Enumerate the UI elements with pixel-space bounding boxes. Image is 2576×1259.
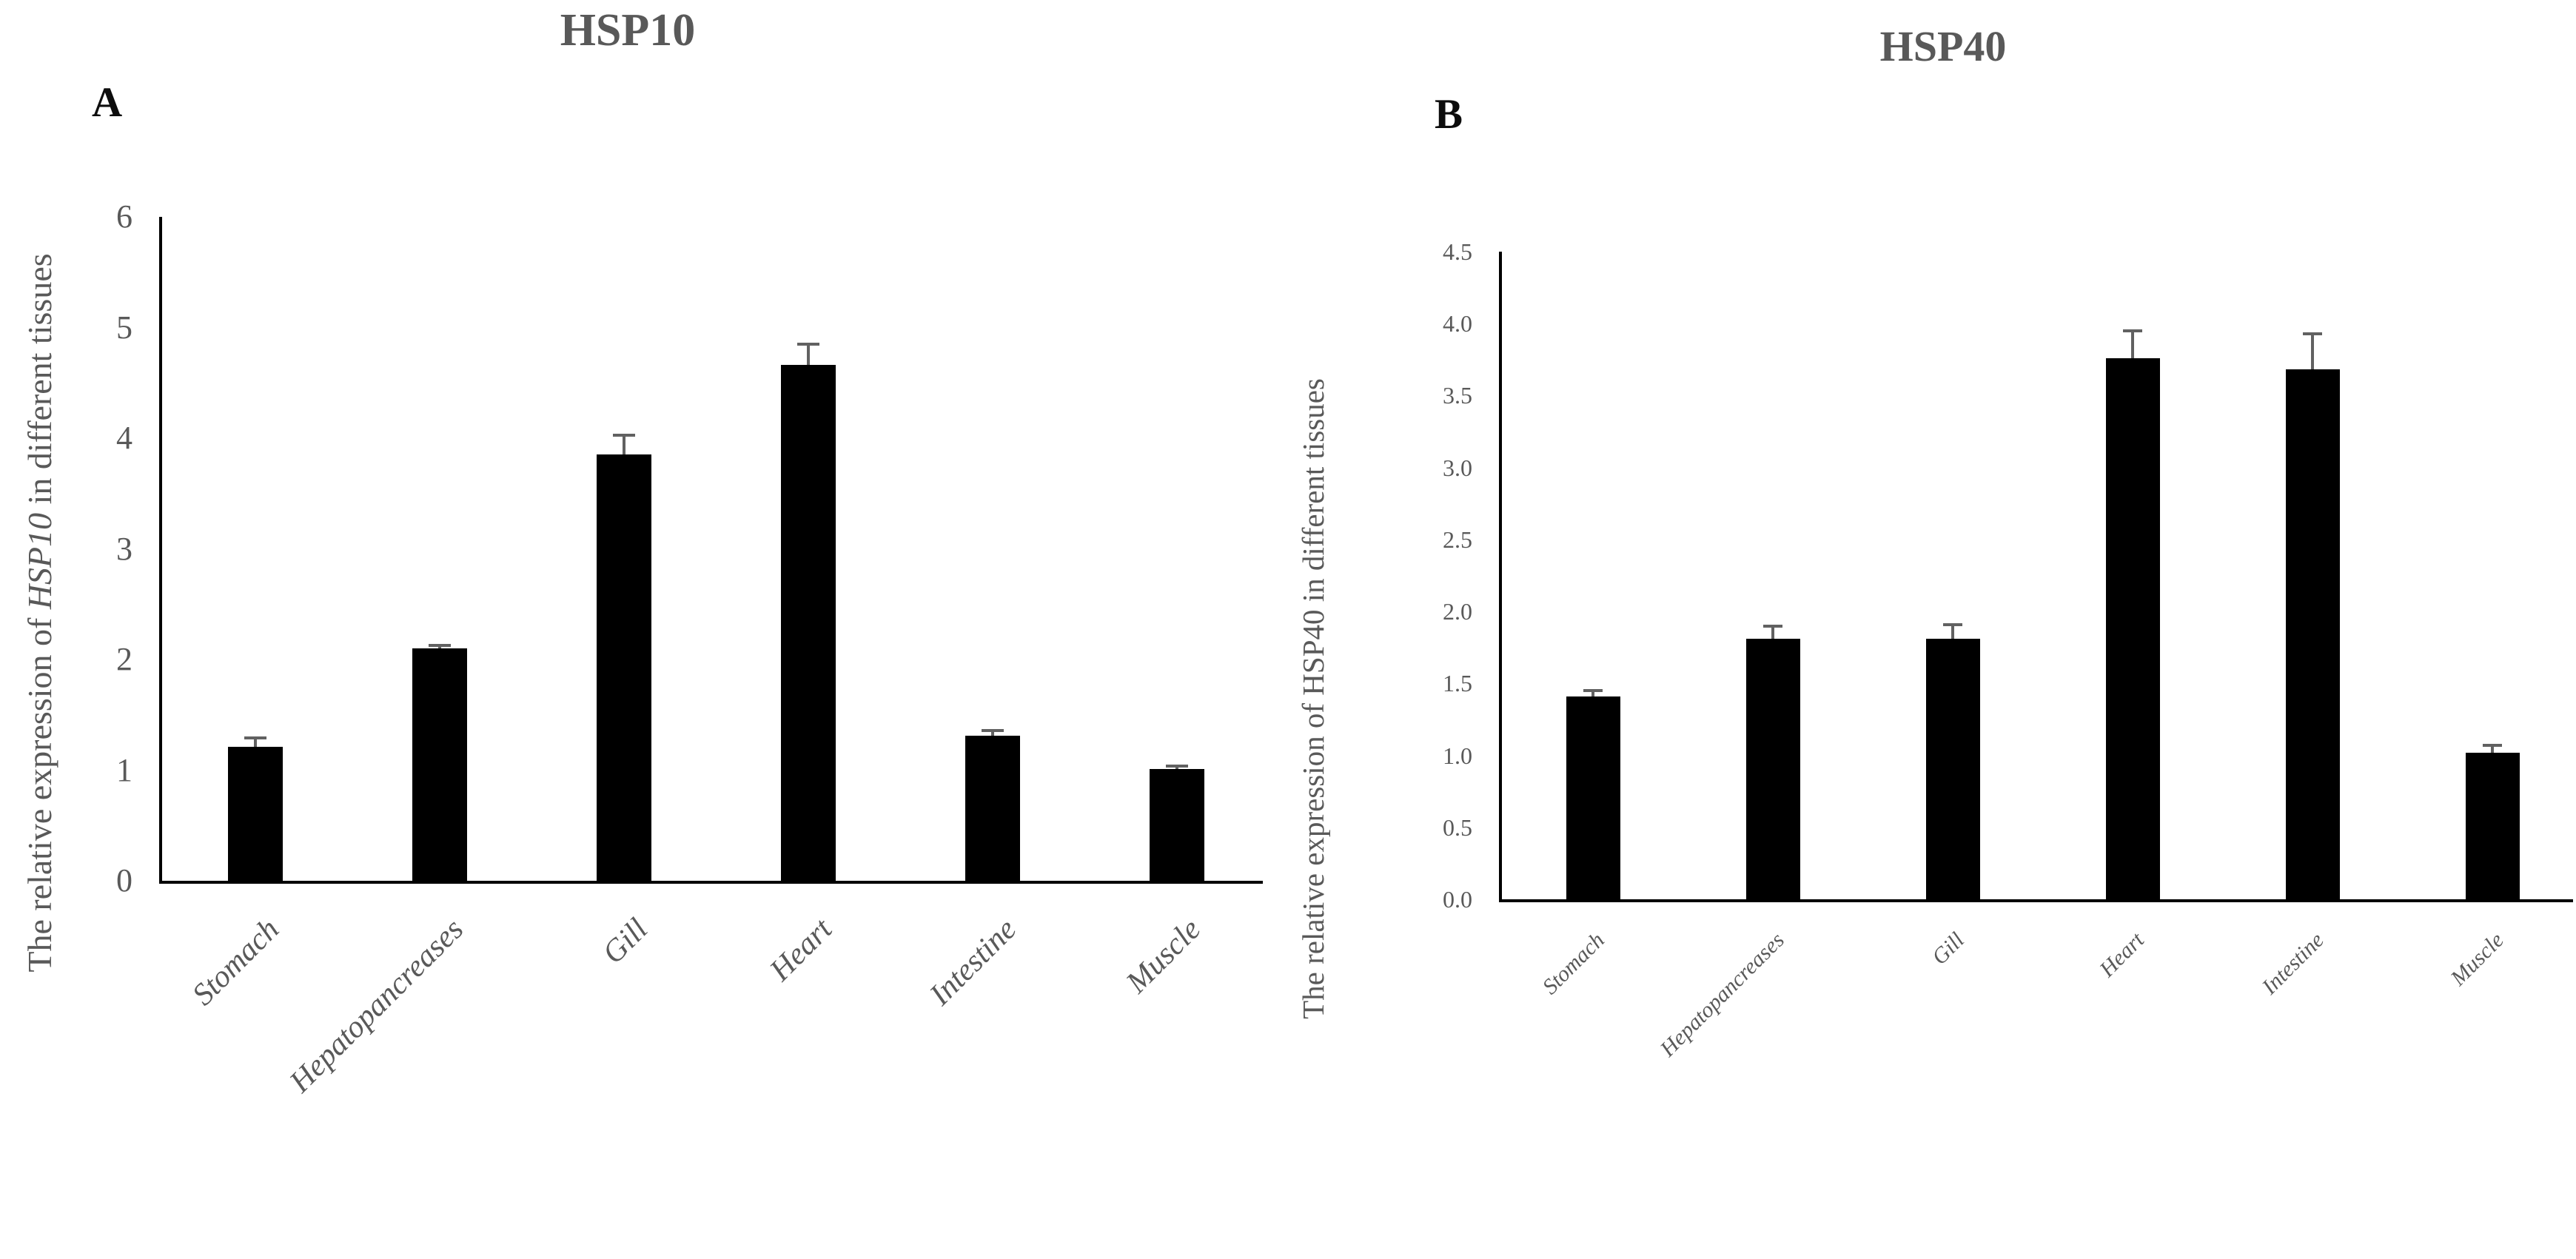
chart-a-plot-area: 0 1 2 3 4 5 6 Stomach Hepatopancreases Gill Heart I… bbox=[116, 201, 1263, 1099]
chart-b-y-axis-title-prefix: The relative expression of bbox=[1296, 695, 1330, 1019]
error-bar-stem bbox=[2131, 330, 2134, 358]
chart-b-y-axis-title-gene: HSP40 bbox=[1296, 609, 1330, 696]
panel-b-letter: B bbox=[1435, 91, 1463, 138]
error-bar-stem bbox=[991, 730, 994, 736]
y-tick-label: 0.5 bbox=[1443, 813, 1472, 841]
x-category-label: Muscle bbox=[2446, 927, 2509, 991]
error-bar-cap bbox=[2123, 329, 2142, 332]
bar-muscle bbox=[1150, 769, 1204, 881]
x-category-label: Gill bbox=[1927, 927, 1969, 970]
x-category-label: Hepatopancreases bbox=[283, 912, 471, 1100]
y-tick-label: 3.0 bbox=[1443, 454, 1472, 481]
chart-a-title: HSP10 bbox=[560, 5, 696, 56]
x-category-label: Intestine bbox=[923, 912, 1024, 1013]
panel-a-letter: A bbox=[92, 79, 123, 126]
bar-gill bbox=[1925, 639, 1980, 899]
y-tick-label: 5 bbox=[116, 309, 133, 346]
y-tick-label: 4 bbox=[116, 420, 133, 456]
error-bar-stem bbox=[623, 434, 625, 455]
bar-muscle bbox=[2465, 752, 2520, 899]
bar-intestine bbox=[965, 736, 1020, 881]
chart-a-y-axis-title-prefix: The relative expression of bbox=[21, 609, 58, 973]
error-bar-cap bbox=[2303, 332, 2322, 335]
error-bar-stem bbox=[438, 645, 441, 649]
x-category-label: Heart bbox=[2095, 927, 2149, 982]
error-bar-cap bbox=[2483, 743, 2502, 747]
error-bar-stem bbox=[807, 343, 810, 366]
bar-gill bbox=[597, 454, 651, 881]
figure-hsp-expression: HSP10 A The relative expression of HSP10… bbox=[21, 5, 2573, 1106]
error-bar-stem bbox=[1951, 624, 1954, 639]
y-tick-label: 0 bbox=[116, 862, 133, 899]
error-bar-cap bbox=[429, 643, 451, 647]
y-tick-label: 3 bbox=[116, 530, 133, 567]
y-tick-label: 2.5 bbox=[1443, 526, 1472, 553]
error-bar-cap bbox=[244, 736, 266, 740]
bar-hepatopancreases bbox=[1745, 639, 1800, 899]
chart-b-y-axis-title: The relative expression of HSP40 in diff… bbox=[1296, 292, 1331, 1106]
y-tick-label: 4.0 bbox=[1443, 310, 1472, 338]
error-bar-cap bbox=[1166, 764, 1188, 768]
x-category-label: Muscle bbox=[1119, 912, 1208, 1000]
bar-heart bbox=[2105, 357, 2160, 899]
chart-b-y-axis-title-suffix: in different tissues bbox=[1296, 378, 1330, 610]
error-bar-cap bbox=[1583, 689, 1603, 693]
error-bar-cap bbox=[797, 342, 819, 346]
error-bar-stem bbox=[1175, 765, 1178, 770]
bar-stomach bbox=[228, 747, 283, 881]
y-tick-label: 0.0 bbox=[1443, 886, 1472, 913]
bar-stomach bbox=[1566, 696, 1620, 899]
error-bar-stem bbox=[2311, 333, 2314, 370]
x-category-label: Gill bbox=[596, 912, 655, 971]
x-category-label: Hepatopancreases bbox=[1655, 927, 1789, 1062]
error-bar-cap bbox=[1943, 622, 1962, 626]
y-tick-label: 4.5 bbox=[1443, 238, 1472, 265]
x-category-label: Intestine bbox=[2257, 927, 2329, 999]
error-bar-stem bbox=[1591, 691, 1594, 696]
y-tick-label: 1 bbox=[116, 751, 133, 788]
chart-a-y-axis-title-suffix: in different tissues bbox=[21, 253, 58, 513]
error-bar-cap bbox=[982, 728, 1004, 732]
y-tick-label: 1.5 bbox=[1443, 670, 1472, 697]
y-tick-label: 2 bbox=[116, 641, 133, 677]
y-tick-label: 3.5 bbox=[1443, 382, 1472, 409]
bar-intestine bbox=[2285, 369, 2340, 899]
y-tick-label: 6 bbox=[116, 198, 133, 235]
error-bar-cap bbox=[1763, 624, 1782, 628]
x-category-label: Heart bbox=[763, 912, 839, 988]
error-bar-stem bbox=[254, 738, 257, 748]
bar-heart bbox=[781, 365, 836, 881]
error-bar-stem bbox=[1771, 625, 1774, 639]
y-tick-label: 2.0 bbox=[1443, 598, 1472, 625]
chart-b-title: HSP40 bbox=[1879, 22, 2007, 70]
error-bar-cap bbox=[613, 433, 635, 437]
y-tick-label: 1.0 bbox=[1443, 742, 1472, 769]
bar-hepatopancreases bbox=[412, 648, 467, 881]
error-bar-stem bbox=[2491, 745, 2494, 753]
chart-a-y-axis-title: The relative expression of HSP10 in diff… bbox=[21, 150, 60, 1075]
chart-b-plot-area: 0.0 0.5 1.0 1.5 2.0 2.5 3.0 3.5 4.0 4.5 Stomach Hep… bbox=[1443, 240, 2573, 1061]
chart-a-y-axis-title-gene: HSP10 bbox=[21, 512, 58, 610]
